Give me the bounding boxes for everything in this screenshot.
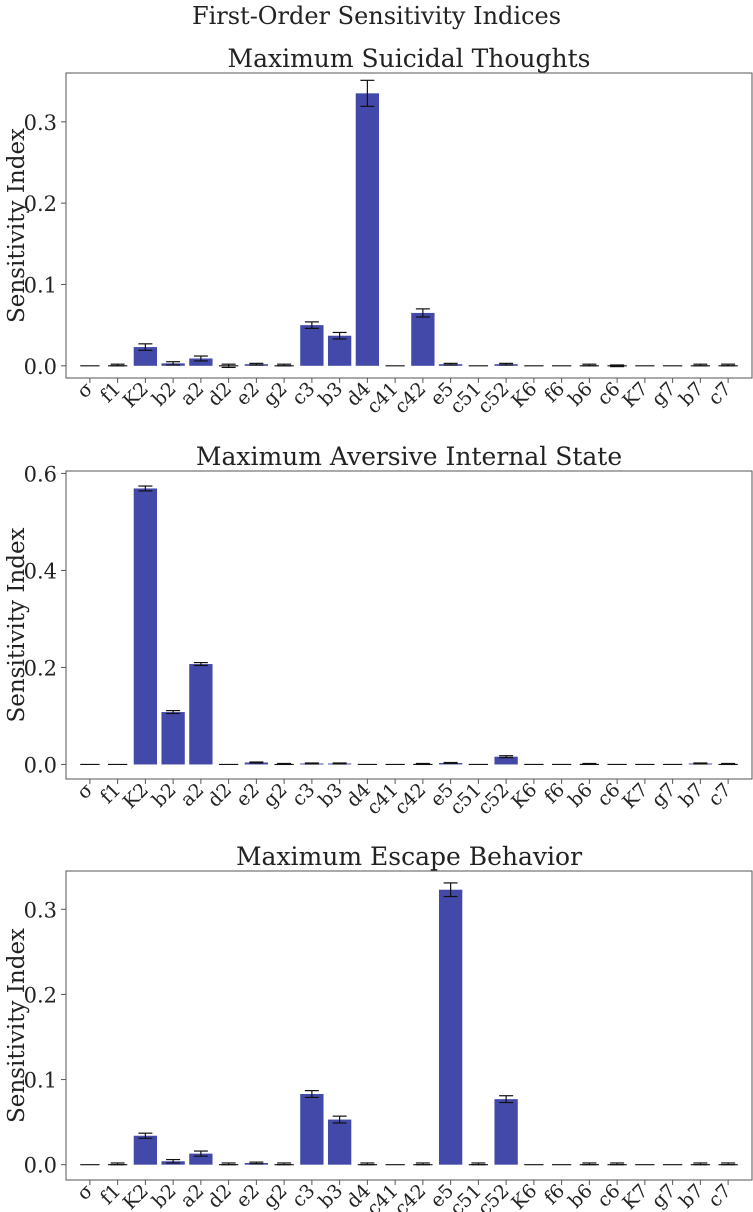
y-axis-label: Sensitivity Index (4, 928, 30, 1123)
axes-frame (65, 870, 753, 1181)
y-tick-label: 0.2 (24, 983, 57, 1007)
x-tick-label: f1 (96, 378, 125, 407)
x-tick-label: c42 (390, 779, 430, 819)
y-tick-label: 0.3 (24, 111, 57, 135)
axes-frame (65, 470, 753, 780)
bar (327, 1119, 352, 1165)
y-tick-label: 0.3 (24, 898, 57, 922)
y-tick-label: 0.1 (24, 273, 57, 297)
bar (494, 1099, 518, 1165)
x-tick-label: σ (73, 1180, 98, 1205)
bar (494, 756, 518, 765)
x-tick-label: c7 (704, 378, 736, 410)
x-tick-label: c42 (390, 378, 430, 418)
x-tick-label: f1 (96, 1180, 125, 1209)
bar (133, 1135, 158, 1165)
bar (327, 335, 352, 366)
y-tick-label: 0.1 (24, 1069, 57, 1093)
y-axis-label: Sensitivity Index (4, 527, 30, 722)
x-tick-label: K6 (507, 1180, 541, 1212)
x-tick-label: σ (73, 378, 98, 403)
x-tick-label: f6 (540, 378, 569, 407)
bar (133, 347, 158, 366)
y-tick-label: 0.6 (24, 462, 57, 486)
bar (161, 712, 185, 765)
x-tick-label: σ (73, 779, 98, 804)
x-tick-label: K6 (507, 779, 541, 813)
x-tick-label: f1 (96, 779, 125, 808)
bar (300, 1094, 324, 1165)
x-tick-label: K6 (507, 378, 541, 412)
bar (133, 488, 158, 765)
chart-title: Maximum Suicidal Thoughts (227, 44, 590, 73)
bar (438, 889, 463, 1165)
x-tick-label: c7 (704, 1180, 736, 1212)
y-tick-label: 0.0 (24, 355, 57, 379)
bar (300, 325, 324, 366)
bar (355, 93, 380, 366)
y-tick-label: 0.2 (24, 192, 57, 216)
figure-suptitle: First-Order Sensitivity Indices (191, 2, 562, 30)
bar (411, 312, 435, 366)
y-tick-label: 0.0 (24, 1154, 57, 1178)
x-tick-label: f6 (540, 779, 569, 808)
x-tick-label: f6 (540, 1180, 569, 1209)
bar (189, 1153, 213, 1165)
axes-frame (65, 72, 753, 379)
y-axis-label: Sensitivity Index (4, 128, 30, 323)
bar (189, 664, 213, 765)
chart-title: Maximum Aversive Internal State (196, 442, 622, 471)
bar (189, 358, 213, 366)
x-tick-label: c7 (704, 779, 736, 811)
y-tick-label: 0.4 (24, 559, 57, 583)
y-tick-label: 0.0 (24, 753, 57, 777)
y-tick-label: 0.2 (24, 656, 57, 680)
chart-title: Maximum Escape Behavior (236, 842, 582, 871)
